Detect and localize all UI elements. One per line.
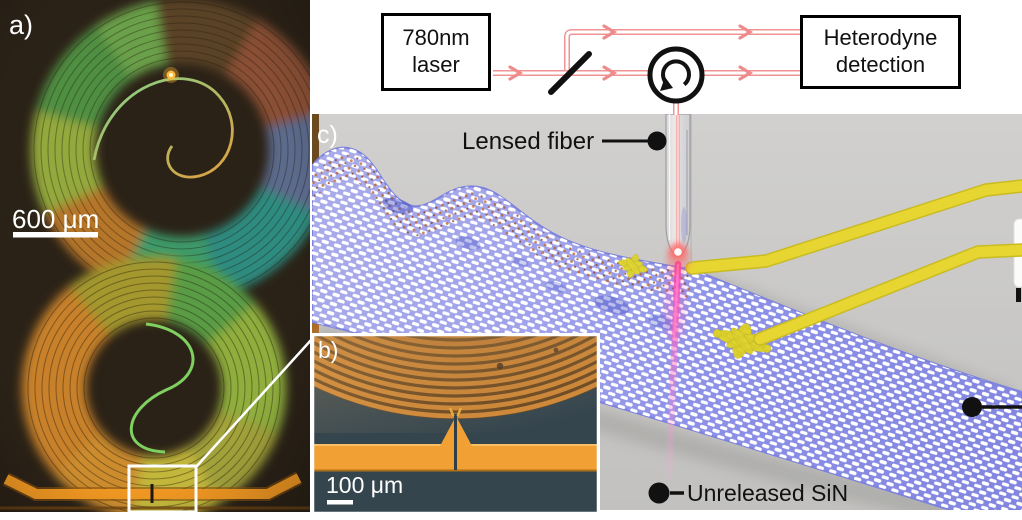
electrode-pad-left	[618, 254, 648, 278]
panel-c-label: c)	[317, 121, 338, 149]
panel-b-label: b)	[318, 337, 339, 363]
scale-label-100um: 100 μm	[326, 472, 404, 498]
laser-box-label: 780nm laser	[402, 25, 470, 77]
optical-setup-schematic	[493, 24, 800, 115]
circulator	[647, 46, 705, 104]
lensed-fiber-callout	[602, 131, 667, 151]
panel-a-label: a)	[9, 10, 34, 40]
heterodyne-detection-box: Heterodyne detection	[800, 15, 961, 89]
bus-bar-and-taper	[311, 407, 600, 472]
scale-bar-100um	[327, 500, 353, 505]
electrode-trace-upper	[685, 179, 1022, 275]
lensed-fiber-label: Lensed fiber	[462, 128, 595, 155]
scale-label-600um: 600 μm	[12, 204, 100, 234]
membrane-callout	[962, 397, 1022, 417]
unreleased-sin-callout	[648, 482, 684, 504]
beam-direction-arrows	[508, 24, 754, 81]
panel-a-micrograph: a) 600 μm	[0, 0, 310, 512]
heterodyne-box-label: Heterodyne detection	[823, 25, 938, 77]
scale-bar-600um	[13, 232, 98, 238]
electrode-pad-right	[712, 323, 772, 359]
beam-splitter	[548, 51, 592, 95]
unreleased-sin-label: Unreleased SiN	[687, 480, 849, 506]
laser-box: 780nm laser	[381, 13, 491, 91]
cutoff-text-fragment	[1016, 288, 1021, 302]
panel-b-inset: b) 100 μm	[311, 333, 600, 515]
lensed-fiber	[665, 114, 691, 275]
inset-marker-rect	[127, 464, 198, 512]
electrode-trace-lower	[753, 243, 1022, 346]
